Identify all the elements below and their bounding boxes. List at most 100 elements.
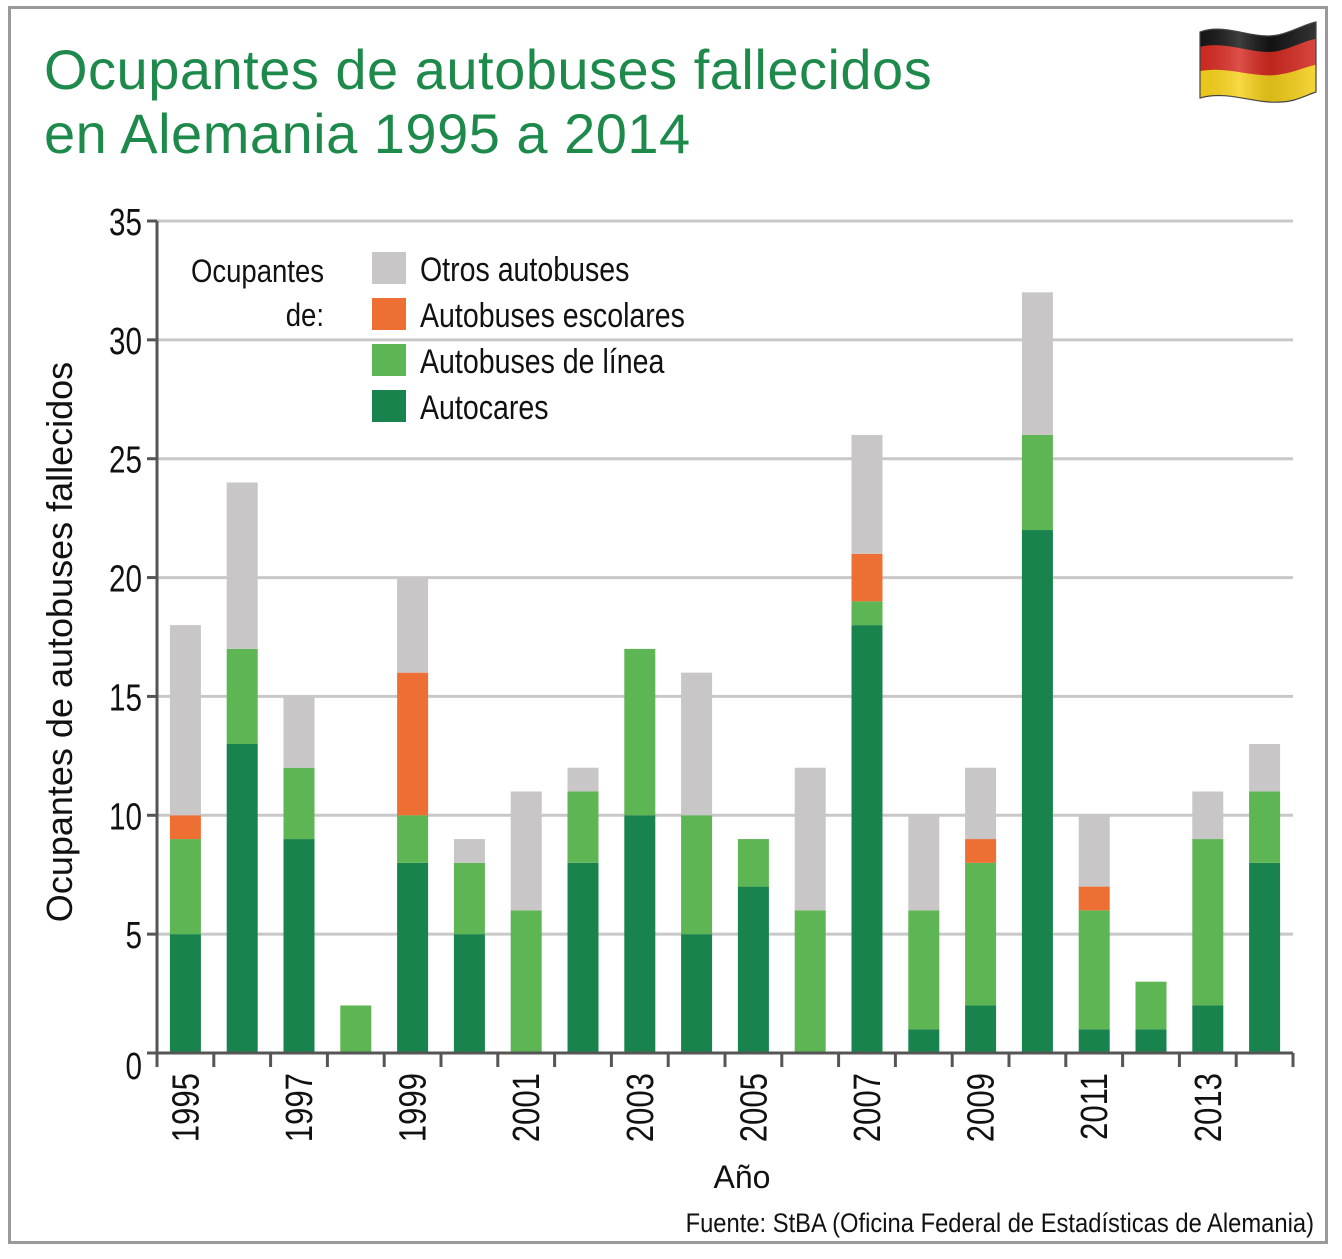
- y-tick-label: 15: [109, 677, 142, 719]
- bar-autocares-2011: [1078, 1029, 1110, 1053]
- bar-autobuses-de-linea-1997: [283, 767, 315, 840]
- bar-autocares-2007: [851, 625, 883, 1053]
- bar-autobuses-de-linea-2012: [1135, 981, 1167, 1030]
- bar-autocares-2008: [908, 1029, 940, 1053]
- bar-otros-autobuses-1995: [169, 625, 201, 816]
- bar-autocares-2012: [1135, 1029, 1167, 1053]
- y-tick-label: 25: [109, 439, 142, 481]
- bar-autocares-1995: [169, 934, 201, 1053]
- y-tick-label: 20: [109, 558, 142, 600]
- bar-autobuses-de-linea-2005: [737, 839, 769, 887]
- bar-autobuses-de-linea-2001: [510, 910, 542, 1053]
- x-axis-title: Año: [714, 1159, 771, 1195]
- legend-label-autobuses-de-linea: Autobuses de línea: [420, 343, 665, 381]
- bar-otros-autobuses-2010: [1021, 292, 1053, 435]
- legend-label-autocares: Autocares: [420, 389, 548, 427]
- x-tick-label: 2013: [1188, 1073, 1230, 1142]
- bar-otros-autobuses-2007: [851, 434, 883, 554]
- bar-otros-autobuses-2009: [965, 767, 997, 840]
- legend-label-autobuses-escolares: Autobuses escolares: [420, 297, 685, 335]
- x-tick-label: 1995: [166, 1073, 208, 1142]
- bar-autocares-2014: [1249, 862, 1281, 1053]
- legend-swatch-autobuses-de-linea: [372, 344, 406, 376]
- bar-otros-autobuses-2013: [1192, 791, 1224, 840]
- gridlines: [157, 219, 1293, 936]
- bar-autobuses-de-linea-2010: [1021, 434, 1053, 531]
- y-tick-label: 35: [109, 202, 142, 244]
- y-tick-label: 0: [126, 1046, 142, 1088]
- bar-autobuses-de-linea-2014: [1249, 791, 1281, 863]
- bar-otros-autobuses-2014: [1249, 743, 1281, 792]
- x-tick-labels: 1995 1997 1999 2001 2003 2005 2007 2009 2011 2013: [166, 1073, 1230, 1142]
- bar-autocares-1996: [226, 743, 258, 1053]
- bar-autocares-1997: [283, 839, 315, 1053]
- bar-autobuses-de-linea-2011: [1078, 910, 1110, 1030]
- bars: [169, 292, 1281, 1053]
- bar-autobuses-de-linea-2006: [794, 910, 826, 1053]
- bar-autobuses-de-linea-2002: [567, 791, 599, 863]
- bar-otros-autobuses-1996: [226, 482, 258, 649]
- chart-title: Ocupantes de autobuses fallecidos en Ale…: [44, 38, 932, 166]
- bar-autobuses-escolares-1999: [397, 672, 429, 816]
- bar-autocares-2004: [681, 934, 713, 1053]
- bar-autobuses-de-linea-2009: [965, 862, 997, 1006]
- legend-label-otros-autobuses: Otros autobuses: [420, 251, 629, 289]
- bar-autocares-2013: [1192, 1005, 1224, 1053]
- bar-autobuses-de-linea-2007: [851, 601, 883, 626]
- bar-autocares-2002: [567, 862, 599, 1053]
- x-tick-label: 1997: [279, 1073, 321, 1142]
- bar-autobuses-escolares-2009: [965, 839, 997, 863]
- chart-title-line-2: en Alemania 1995 a 2014: [44, 102, 691, 165]
- bar-otros-autobuses-1999: [397, 577, 429, 673]
- legend-title-line-2: de:: [286, 298, 324, 333]
- y-tick-label: 30: [109, 320, 142, 362]
- legend-swatch-autocares: [372, 390, 406, 422]
- bar-autobuses-de-linea-1995: [169, 839, 201, 935]
- bar-otros-autobuses-2001: [510, 791, 542, 911]
- bar-autobuses-de-linea-2013: [1192, 839, 1224, 1006]
- chart-title-line-1: Ocupantes de autobuses fallecidos: [44, 38, 933, 101]
- x-tick-label: 1999: [393, 1073, 435, 1142]
- y-tick-label: 5: [126, 915, 142, 957]
- bar-otros-autobuses-2011: [1078, 815, 1110, 887]
- bar-otros-autobuses-2006: [794, 767, 826, 911]
- bar-autobuses-de-linea-2003: [624, 648, 656, 816]
- legend: Ocupantes de: Otros autobuses Autobuses e…: [191, 251, 685, 427]
- bar-autobuses-de-linea-1999: [397, 815, 429, 863]
- bar-autocares-2010: [1021, 530, 1053, 1053]
- bar-autocares-2003: [624, 815, 656, 1053]
- axes: [147, 219, 1295, 1067]
- legend-title-line-1: Ocupantes: [191, 254, 324, 289]
- x-tick-label: 2011: [1074, 1073, 1116, 1140]
- legend-swatch-autobuses-escolares: [372, 298, 406, 330]
- bar-autobuses-de-linea-2008: [908, 910, 940, 1030]
- bar-autobuses-escolares-2007: [851, 553, 883, 602]
- bar-autocares-1999: [397, 862, 429, 1053]
- bar-otros-autobuses-2008: [908, 815, 940, 911]
- bar-otros-autobuses-1997: [283, 696, 315, 768]
- bar-autobuses-de-linea-2004: [681, 815, 713, 935]
- bar-autobuses-de-linea-2000: [453, 862, 485, 935]
- x-tick-label: 2005: [734, 1073, 776, 1142]
- source-note: Fuente: StBA (Oficina Federal de Estadís…: [686, 1209, 1314, 1239]
- bar-autocares-2009: [965, 1005, 997, 1053]
- y-tick-label: 10: [109, 796, 142, 838]
- y-axis-title: Ocupantes de autobuses fallecidos: [39, 362, 80, 922]
- germany-flag-icon: [1199, 21, 1317, 103]
- bar-autobuses-de-linea-1996: [226, 648, 258, 744]
- bar-otros-autobuses-2000: [453, 839, 485, 863]
- bar-autobuses-de-linea-1998: [340, 1005, 372, 1053]
- x-tick-label: 2007: [847, 1073, 889, 1142]
- x-tick-label: 2003: [620, 1073, 662, 1142]
- legend-swatch-otros-autobuses: [372, 252, 406, 284]
- bar-autobuses-escolares-2011: [1078, 886, 1110, 911]
- x-tick-label: 2001: [506, 1073, 548, 1142]
- x-tick-label: 2009: [961, 1073, 1003, 1142]
- bar-autobuses-escolares-1995: [169, 815, 201, 840]
- bar-autocares-2005: [737, 886, 769, 1053]
- bar-otros-autobuses-2002: [567, 767, 599, 792]
- bar-autocares-2000: [453, 934, 485, 1053]
- bar-otros-autobuses-2004: [681, 672, 713, 816]
- y-tick-labels: 0 5 10 15 20 25 30 35: [109, 202, 142, 1088]
